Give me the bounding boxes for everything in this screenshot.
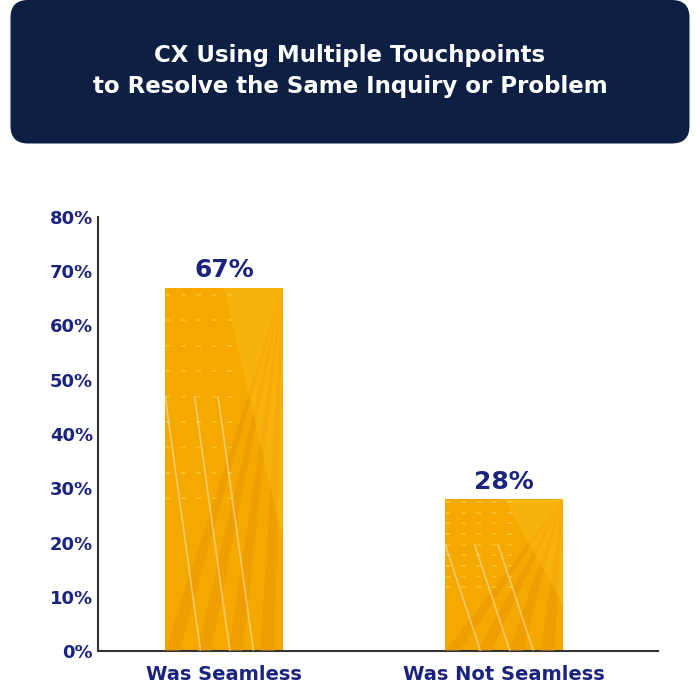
Polygon shape	[260, 288, 283, 651]
Polygon shape	[165, 288, 283, 651]
Polygon shape	[504, 499, 563, 606]
Bar	[165, 288, 283, 651]
Text: 67%: 67%	[194, 258, 254, 282]
Bar	[445, 499, 563, 651]
Polygon shape	[165, 288, 283, 651]
Polygon shape	[224, 288, 283, 542]
Polygon shape	[445, 499, 563, 651]
Polygon shape	[445, 499, 563, 651]
Polygon shape	[477, 499, 563, 651]
Polygon shape	[229, 288, 283, 651]
Polygon shape	[165, 288, 283, 651]
Polygon shape	[165, 288, 283, 651]
Text: CX Using Multiple Touchpoints
to Resolve the Same Inquiry or Problem: CX Using Multiple Touchpoints to Resolve…	[92, 44, 608, 99]
Polygon shape	[445, 499, 563, 651]
Polygon shape	[509, 499, 563, 651]
Polygon shape	[445, 499, 563, 651]
Polygon shape	[445, 499, 563, 651]
Polygon shape	[445, 499, 563, 651]
Polygon shape	[197, 288, 283, 651]
Polygon shape	[165, 288, 283, 651]
Polygon shape	[540, 499, 563, 651]
Text: 28%: 28%	[474, 470, 534, 494]
Polygon shape	[165, 288, 283, 651]
